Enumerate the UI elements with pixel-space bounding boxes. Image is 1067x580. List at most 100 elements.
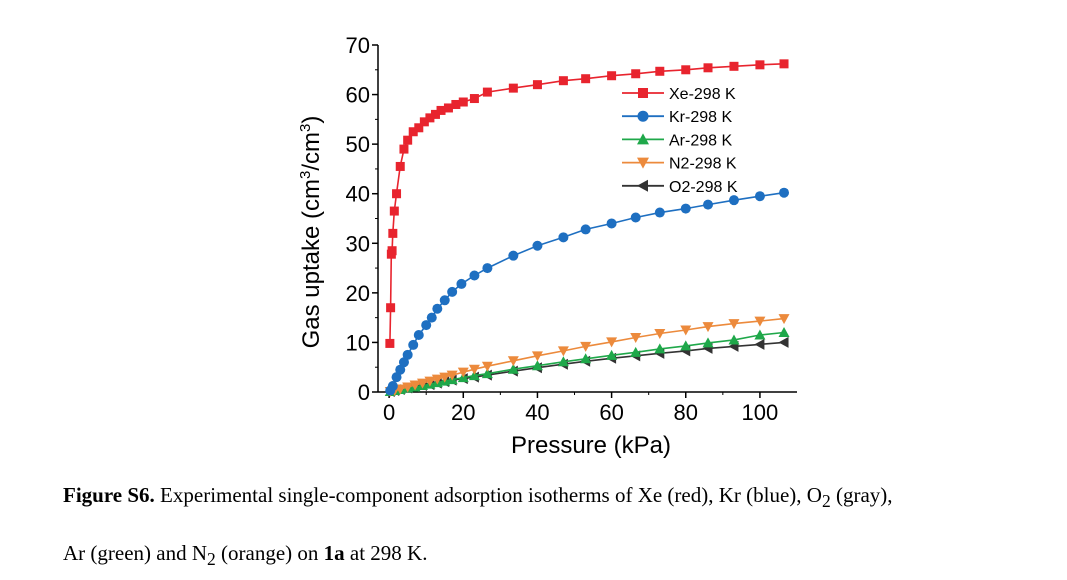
data-point-n2-298-k (557, 346, 569, 357)
x-tick-label: 100 (742, 400, 779, 425)
data-point-kr-298-k (779, 187, 790, 198)
x-tick-label: 40 (525, 400, 549, 425)
data-point-kr-298-k (703, 199, 714, 210)
y-tick-label: 30 (346, 231, 370, 256)
data-point-kr-298-k (398, 357, 409, 368)
caption-text-1: Experimental single-component adsorption… (154, 483, 822, 507)
data-point-o2-298-k (754, 338, 765, 350)
data-point-xe-298-k (389, 206, 399, 216)
data-point-kr-298-k (391, 372, 402, 383)
series-kr-298-k (385, 187, 790, 396)
data-point-n2-298-k (416, 378, 428, 389)
data-point-xe-298-k (425, 113, 435, 123)
data-point-xe-298-k (729, 61, 739, 71)
data-point-xe-298-k (581, 74, 591, 84)
y-tick-label: 50 (346, 132, 370, 157)
data-point-ar-298-k (778, 327, 790, 338)
x-tick-label: 60 (599, 400, 623, 425)
data-point-n2-298-k (507, 356, 519, 367)
data-point-kr-298-k (754, 191, 765, 202)
caption-text-4: (orange) on (215, 541, 324, 565)
data-point-xe-298-k (387, 246, 397, 256)
data-point-n2-298-k (630, 332, 642, 343)
data-point-n2-298-k (580, 341, 592, 352)
series-n2-298-k (384, 314, 790, 398)
data-point-n2-298-k (778, 314, 790, 325)
data-point-xe-298-k (681, 65, 691, 75)
data-point-ar-298-k (754, 329, 766, 340)
data-point-n2-298-k (468, 364, 480, 375)
data-point-xe-298-k (532, 80, 542, 90)
x-tick-label: 20 (451, 400, 475, 425)
y-axis-label-mid: /cm (298, 132, 325, 171)
data-point-ar-298-k (728, 334, 740, 345)
data-point-kr-298-k (580, 224, 591, 235)
x-tick-label: 80 (674, 400, 698, 425)
data-point-xe-298-k (469, 94, 479, 104)
data-point-kr-298-k (426, 312, 437, 323)
data-point-n2-298-k (446, 370, 458, 381)
data-point-ar-298-k (468, 370, 480, 381)
data-point-xe-298-k (443, 103, 453, 113)
data-point-n2-298-k (754, 316, 766, 327)
data-point-kr-298-k (408, 339, 419, 350)
legend-marker-kr-298-k (637, 110, 649, 122)
data-point-n2-298-k (409, 380, 421, 391)
data-point-ar-298-k (630, 346, 642, 357)
data-point-kr-298-k (630, 212, 641, 223)
data-point-xe-298-k (755, 60, 765, 70)
series-layer (384, 59, 790, 398)
data-point-xe-298-k (399, 144, 409, 154)
caption-compound: 1a (323, 541, 345, 565)
x-tick-label: 0 (383, 400, 395, 425)
data-point-n2-298-k (728, 319, 740, 330)
data-point-kr-298-k (482, 263, 493, 274)
y-tick-label: 40 (346, 182, 370, 207)
data-point-kr-298-k (508, 250, 519, 261)
legend-label-xe-298-k: Xe-298 K (669, 86, 736, 103)
data-point-kr-298-k (447, 286, 458, 297)
data-point-xe-298-k (388, 228, 398, 238)
data-point-kr-298-k (456, 278, 467, 289)
data-point-xe-298-k (655, 66, 665, 76)
legend-marker-n2-298-k (637, 157, 649, 169)
data-point-n2-298-k (654, 329, 666, 340)
adsorption-isotherm-chart: 0 10 20 30 40 50 60 70 0 20 40 60 80 100 Xe-298 K Kr-2… (297, 33, 797, 459)
data-point-n2-298-k (439, 372, 451, 383)
series-ar-298-k (384, 327, 790, 397)
data-point-xe-298-k (631, 69, 641, 79)
data-point-xe-298-k (436, 105, 446, 115)
figure-caption-line-1: Figure S6. Experimental single-component… (63, 483, 1043, 512)
data-point-xe-298-k (419, 117, 429, 127)
data-point-ar-298-k (580, 353, 592, 364)
y-tick-label: 70 (346, 33, 370, 58)
data-point-ar-298-k (557, 356, 569, 367)
data-point-xe-298-k (395, 161, 405, 171)
data-point-kr-298-k (558, 232, 569, 243)
y-axis-label-end: ) (298, 116, 325, 124)
data-point-xe-298-k (703, 63, 713, 73)
data-point-kr-298-k (387, 381, 398, 392)
data-point-ar-298-k (507, 363, 519, 374)
data-point-n2-298-k (431, 374, 443, 385)
data-point-n2-298-k (702, 322, 714, 333)
legend-label-ar-298-k: Ar-298 K (669, 132, 732, 149)
data-point-kr-298-k (439, 295, 450, 306)
data-point-xe-298-k (386, 303, 396, 313)
figure-caption-line-2: Ar (green) and N2 (orange) on 1a at 298 … (63, 541, 1043, 570)
y-tick-label: 10 (346, 330, 370, 355)
data-point-kr-298-k (654, 207, 665, 218)
data-point-ar-298-k (654, 343, 666, 354)
data-point-xe-298-k (408, 127, 418, 137)
y-axis-label-sup2: 3 (297, 124, 314, 132)
legend-marker-xe-298-k (638, 88, 648, 98)
data-point-ar-298-k (481, 368, 493, 379)
data-point-kr-298-k (421, 320, 432, 331)
data-point-xe-298-k (482, 87, 492, 97)
caption-text-2: (gray), (830, 483, 893, 507)
data-point-kr-298-k (413, 329, 424, 340)
data-point-ar-298-k (606, 349, 618, 360)
data-point-xe-298-k (558, 76, 568, 86)
figure-label: Figure S6. (63, 483, 155, 507)
axes: 0 10 20 30 40 50 60 70 0 20 40 60 80 100 (346, 33, 797, 425)
